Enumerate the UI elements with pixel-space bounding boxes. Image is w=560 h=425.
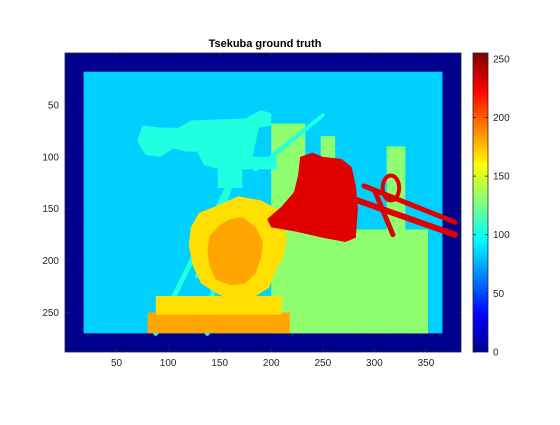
region-camera-mount — [217, 165, 243, 188]
x-tick-label: 200 — [263, 358, 280, 369]
region-statue-base — [147, 312, 290, 334]
region-shelves — [366, 300, 393, 334]
region-camera-body — [137, 110, 272, 170]
colorbar: 0 50 100 150 200 250 — [472, 52, 510, 359]
region-lamp-shade — [267, 152, 358, 242]
y-axis: 50 100 150 200 250 — [42, 100, 461, 319]
x-tick-label: 100 — [160, 358, 177, 369]
x-tick-label: 150 — [211, 358, 228, 369]
region-statue-face — [207, 217, 263, 286]
colorbar-tick-label: 100 — [493, 230, 510, 241]
colorbar-tick-label: 150 — [493, 172, 510, 183]
plot-frame — [64, 52, 462, 353]
region-shelves — [405, 250, 428, 334]
region-camera-handle — [242, 156, 277, 170]
colorbar-gradient — [472, 52, 489, 353]
plot-area — [64, 52, 462, 353]
x-tick-label: 300 — [366, 358, 383, 369]
y-tick-label: 200 — [42, 256, 59, 267]
colorbar-tick-label: 250 — [493, 54, 510, 65]
region-statue-base — [155, 295, 282, 315]
region-lamp-arm — [348, 195, 458, 238]
x-axis: 50 100 150 200 250 300 350 — [111, 53, 435, 369]
region-lamp-arm — [361, 183, 458, 225]
y-tick-label: 100 — [42, 152, 59, 163]
region-lamp-arm — [371, 187, 396, 238]
y-tick-label: 150 — [42, 204, 59, 215]
colorbar-tick-label: 0 — [493, 348, 499, 359]
x-tick-label: 250 — [314, 358, 331, 369]
x-tick-label: 50 — [111, 358, 123, 369]
y-tick-label: 250 — [42, 308, 59, 319]
chart-title: Tsekuba ground truth — [209, 38, 322, 50]
colorbar-tick-label: 50 — [493, 289, 505, 300]
x-tick-label: 350 — [418, 358, 435, 369]
region-lamp-arm — [380, 173, 402, 203]
colorbar-tick-label: 200 — [493, 113, 510, 124]
y-tick-label: 50 — [48, 100, 60, 111]
